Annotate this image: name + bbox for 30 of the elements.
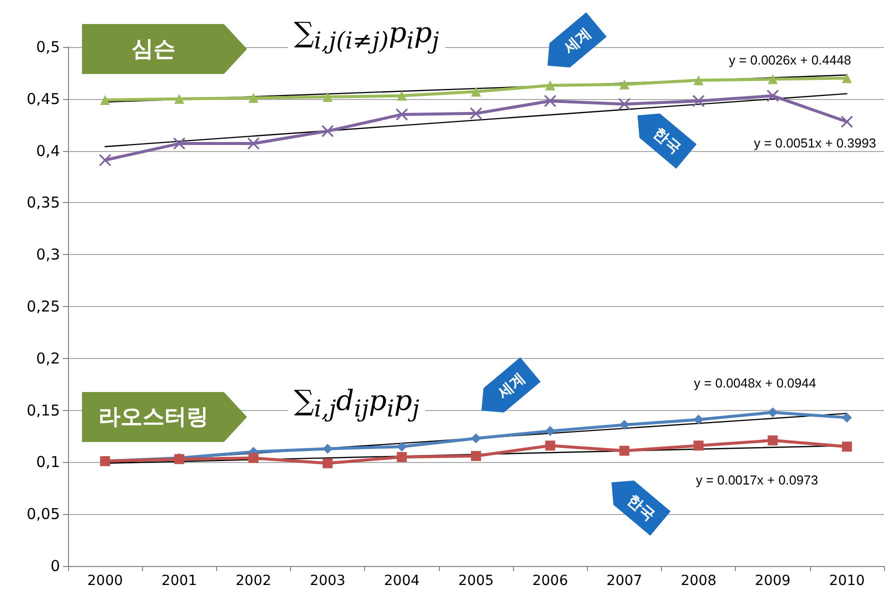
tag-shape: 라오스터링 [82, 392, 247, 442]
y-tick-label: 0,35 [26, 194, 60, 212]
annotation: y = 0.0048x + 0.0944 [694, 376, 816, 390]
y-tick-label: 0,15 [26, 401, 60, 420]
x-tick-label: 2009 [754, 573, 791, 589]
x-tick-label: 2002 [236, 573, 272, 589]
annotation: y = 0.0017x + 0.0973 [696, 472, 818, 488]
annotation: ∑$_{i,j}$d$_{ij}$p$_{i}$p$_{j}$ [288, 384, 426, 423]
y-tick-label: 0,4 [36, 142, 60, 160]
x-tick-label: 2001 [161, 573, 198, 589]
x-tick-label: 2008 [680, 573, 716, 589]
y-tick-label: 0,25 [26, 298, 60, 316]
x-tick-label: 2007 [606, 573, 642, 589]
x-tick-label: 2006 [532, 573, 568, 589]
annotation: ∑$_{i,j(i≠j)}$p$_{i}$p$_{j}$ [288, 16, 446, 55]
x-tick-label: 2005 [458, 573, 494, 589]
x-tick-label: 2010 [829, 573, 865, 589]
x-tick-label: 2003 [310, 573, 346, 589]
y-tick-label: 0,5 [36, 38, 60, 56]
y-tick-label: 0 [50, 557, 60, 575]
y-tick-label: 0,45 [26, 90, 60, 108]
annotation: y = 0.0026x + 0.4448 [728, 52, 852, 68]
y-tick-label: 0,3 [36, 246, 60, 264]
y-tick-label: 0,1 [36, 453, 60, 472]
x-tick-label: 2000 [87, 573, 123, 589]
x-tick-label: 2004 [384, 573, 420, 589]
y-tick-label: 0,05 [26, 505, 60, 524]
y-tick-label: 0,2 [36, 349, 60, 368]
annotation: y = 0.0051x + 0.3993 [754, 136, 876, 150]
tag-shape: 심슨 [82, 24, 247, 74]
